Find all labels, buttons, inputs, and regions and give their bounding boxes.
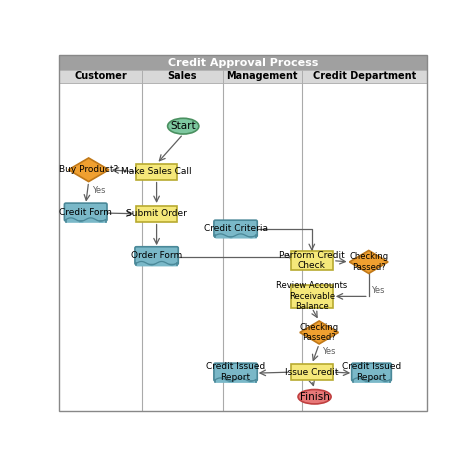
- Text: Credit Department: Credit Department: [312, 72, 416, 81]
- Text: Checking
Passed?: Checking Passed?: [349, 252, 388, 272]
- FancyBboxPatch shape: [291, 285, 333, 308]
- Text: Buy Product?: Buy Product?: [59, 165, 118, 174]
- Text: Perform Credit
Check: Perform Credit Check: [279, 251, 345, 270]
- Polygon shape: [349, 250, 388, 274]
- Polygon shape: [68, 158, 109, 182]
- FancyBboxPatch shape: [137, 206, 177, 222]
- Ellipse shape: [168, 118, 199, 134]
- FancyBboxPatch shape: [291, 251, 333, 270]
- Text: Credit Issued
Report: Credit Issued Report: [342, 362, 401, 382]
- FancyBboxPatch shape: [301, 70, 427, 83]
- Ellipse shape: [298, 389, 331, 404]
- Text: Start: Start: [171, 121, 196, 131]
- FancyBboxPatch shape: [59, 55, 427, 70]
- Text: Credit Criteria: Credit Criteria: [203, 224, 268, 233]
- Text: Yes: Yes: [322, 347, 336, 356]
- FancyBboxPatch shape: [64, 203, 107, 221]
- Text: Submit Order: Submit Order: [126, 209, 187, 218]
- Text: Finish: Finish: [300, 392, 329, 402]
- FancyBboxPatch shape: [214, 363, 257, 381]
- Text: Management: Management: [227, 72, 298, 81]
- Text: Review Accounts
Receivable
Balance: Review Accounts Receivable Balance: [276, 281, 347, 311]
- FancyBboxPatch shape: [291, 364, 333, 380]
- Text: Order Form: Order Form: [131, 251, 182, 260]
- Text: Checking
Passed?: Checking Passed?: [300, 323, 339, 342]
- Text: Credit Issued
Report: Credit Issued Report: [206, 362, 265, 382]
- Text: Issue Credit: Issue Credit: [285, 368, 338, 377]
- Text: Sales: Sales: [168, 72, 197, 81]
- FancyBboxPatch shape: [137, 164, 177, 180]
- Text: Yes: Yes: [371, 286, 384, 295]
- FancyBboxPatch shape: [59, 70, 142, 83]
- FancyBboxPatch shape: [352, 363, 392, 381]
- FancyBboxPatch shape: [223, 70, 301, 83]
- Text: Customer: Customer: [74, 72, 127, 81]
- Text: Make Sales Call: Make Sales Call: [121, 167, 192, 176]
- FancyBboxPatch shape: [214, 220, 257, 237]
- Text: Credit Approval Process: Credit Approval Process: [168, 58, 318, 67]
- Polygon shape: [300, 321, 338, 344]
- FancyBboxPatch shape: [142, 70, 223, 83]
- FancyBboxPatch shape: [135, 247, 178, 265]
- Text: Yes: Yes: [91, 186, 105, 195]
- Text: Credit Form: Credit Form: [59, 207, 112, 217]
